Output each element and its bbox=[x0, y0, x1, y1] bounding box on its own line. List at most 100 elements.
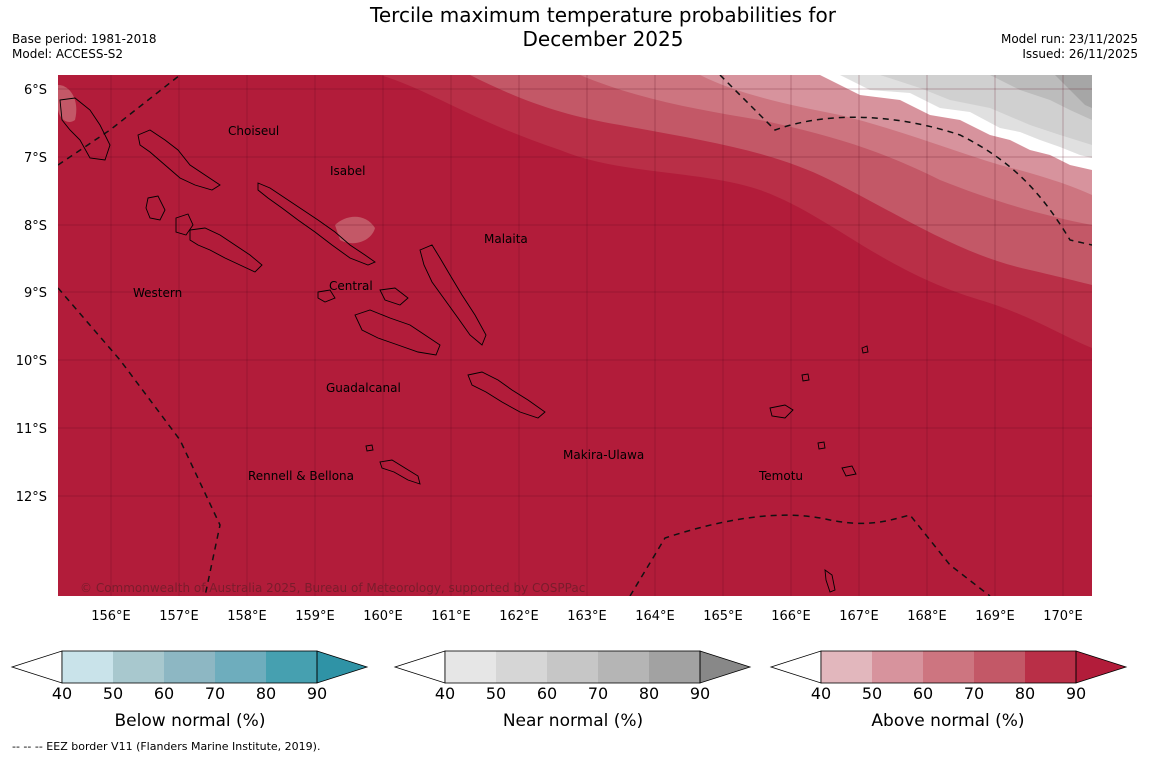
copyright-notice: © Commonwealth of Australia 2025, Bureau… bbox=[80, 581, 585, 595]
colorbar-swatch bbox=[598, 651, 649, 683]
colorbar-tick: 70 bbox=[205, 684, 225, 703]
colorbar-extend-low bbox=[393, 650, 446, 684]
province-labels: Choiseul Isabel Malaita Western Central … bbox=[133, 124, 803, 483]
lon-label: 169°E bbox=[975, 609, 1015, 624]
lon-label: 156°E bbox=[91, 609, 131, 624]
lon-label: 168°E bbox=[907, 609, 947, 624]
lon-label: 165°E bbox=[703, 609, 743, 624]
model-name: Model: ACCESS-S2 bbox=[12, 47, 124, 61]
colorbar-tick: 50 bbox=[486, 684, 506, 703]
russell-islands bbox=[317, 289, 336, 303]
colorbar-extend-outline bbox=[1075, 650, 1128, 684]
colorbar-tick: 60 bbox=[154, 684, 174, 703]
vella-lavella-island bbox=[145, 195, 166, 221]
colorbar-swatch bbox=[496, 651, 547, 683]
title-line-2: December 2025 bbox=[522, 27, 684, 51]
colorbar-tick: 80 bbox=[256, 684, 276, 703]
lat-label: 12°S bbox=[16, 490, 47, 505]
province-label-central: Central bbox=[329, 279, 373, 293]
colorbar-swatch bbox=[923, 651, 974, 683]
legend-above-normal: 40 50 60 70 80 90 Above normal (%) bbox=[769, 650, 1128, 731]
florida-islands bbox=[379, 287, 409, 306]
eez-footnote: -- -- -- EEZ border V11 (Flanders Marine… bbox=[12, 740, 321, 753]
lon-label: 162°E bbox=[499, 609, 539, 624]
lon-label: 163°E bbox=[567, 609, 607, 624]
above-normal-patch-west bbox=[58, 85, 77, 122]
colorbar-swatch bbox=[164, 651, 215, 683]
guadalcanal-island bbox=[354, 309, 441, 356]
base-info: Base period: 1981-2018 Model: ACCESS-S2 bbox=[12, 32, 157, 62]
new-georgia-island bbox=[189, 227, 263, 273]
colorbar-tick: 50 bbox=[103, 684, 123, 703]
colorbar-swatch bbox=[821, 651, 872, 683]
small-island-bellona bbox=[365, 444, 374, 452]
colorbar-tick: 70 bbox=[964, 684, 984, 703]
makira-island bbox=[467, 371, 546, 419]
run-info: Model run: 23/11/2025 Issued: 26/11/2025 bbox=[1001, 32, 1138, 62]
bougainville-island bbox=[59, 97, 111, 161]
colorbar-tick: 90 bbox=[1066, 684, 1086, 703]
colorbar-swatch bbox=[215, 651, 266, 683]
lat-label: 9°S bbox=[24, 286, 47, 301]
coastlines bbox=[59, 97, 869, 593]
near-normal-70-80-area bbox=[1055, 75, 1092, 108]
colorbar-swatch bbox=[1025, 651, 1076, 683]
lon-label: 159°E bbox=[295, 609, 335, 624]
lat-label: 6°S bbox=[24, 83, 47, 98]
title-line-1: Tercile maximum temperature probabilitie… bbox=[370, 3, 836, 27]
lon-label: 170°E bbox=[1043, 609, 1083, 624]
ontong-java-atoll bbox=[824, 569, 836, 593]
lat-label: 11°S bbox=[16, 422, 47, 437]
lat-label: 8°S bbox=[24, 219, 47, 234]
eez-border-west bbox=[58, 287, 221, 596]
eez-borders bbox=[58, 75, 1092, 596]
kolombangara-island bbox=[175, 213, 194, 236]
province-label-makira-ulawa: Makira-Ulawa bbox=[563, 448, 644, 462]
legend-below-normal: 40 50 60 70 80 90 Below normal (%) bbox=[10, 650, 369, 731]
legend-title: Near normal (%) bbox=[503, 711, 643, 731]
lon-label: 167°E bbox=[839, 609, 879, 624]
province-label-choiseul: Choiseul bbox=[228, 124, 279, 138]
province-label-temotu: Temotu bbox=[758, 469, 803, 483]
colorbar-extend-low bbox=[10, 650, 63, 684]
rennell-island bbox=[379, 459, 421, 485]
colorbar-tick: 40 bbox=[435, 684, 455, 703]
colorbar-tick: 60 bbox=[913, 684, 933, 703]
province-label-malaita: Malaita bbox=[484, 232, 528, 246]
province-label-guadalcanal: Guadalcanal bbox=[326, 381, 401, 395]
above-normal-patch-isabel bbox=[335, 216, 375, 244]
colorbar-extend-low bbox=[769, 650, 822, 684]
legend-title: Below normal (%) bbox=[115, 711, 266, 731]
eez-border-png bbox=[58, 75, 181, 166]
colorbar-extend-outline bbox=[699, 650, 752, 684]
longitude-labels: 156°E 157°E 158°E 159°E 160°E 161°E 162°… bbox=[91, 609, 1083, 624]
lat-label: 7°S bbox=[24, 151, 47, 166]
province-label-isabel: Isabel bbox=[330, 164, 365, 178]
lon-label: 166°E bbox=[771, 609, 811, 624]
province-label-rennell-bellona: Rennell & Bellona bbox=[248, 469, 354, 483]
santa-cruz-island bbox=[769, 404, 794, 419]
colorbar-extend-high bbox=[700, 651, 750, 683]
colorbar-swatch bbox=[445, 651, 496, 683]
isabel-island bbox=[257, 182, 376, 266]
colorbar-tick: 80 bbox=[639, 684, 659, 703]
lon-label: 157°E bbox=[159, 609, 199, 624]
colorbar-extend-high bbox=[1076, 651, 1126, 683]
colorbar-swatch bbox=[974, 651, 1025, 683]
colorbar-tick: 60 bbox=[537, 684, 557, 703]
legend-title: Above normal (%) bbox=[871, 711, 1024, 731]
colorbar-tick: 70 bbox=[588, 684, 608, 703]
colorbar-swatch bbox=[113, 651, 164, 683]
anuta-island bbox=[817, 441, 826, 450]
eez-border-north bbox=[719, 75, 1092, 246]
probability-field bbox=[58, 75, 1092, 596]
colorbar-swatch bbox=[872, 651, 923, 683]
colorbar-swatch bbox=[62, 651, 113, 683]
vanikoro-island bbox=[801, 373, 810, 382]
choiseul-island bbox=[137, 129, 221, 191]
colorbar-extend-high bbox=[317, 651, 367, 683]
map-title: Tercile maximum temperature probabilitie… bbox=[300, 3, 906, 51]
colorbar-tick: 90 bbox=[690, 684, 710, 703]
lon-label: 160°E bbox=[363, 609, 403, 624]
